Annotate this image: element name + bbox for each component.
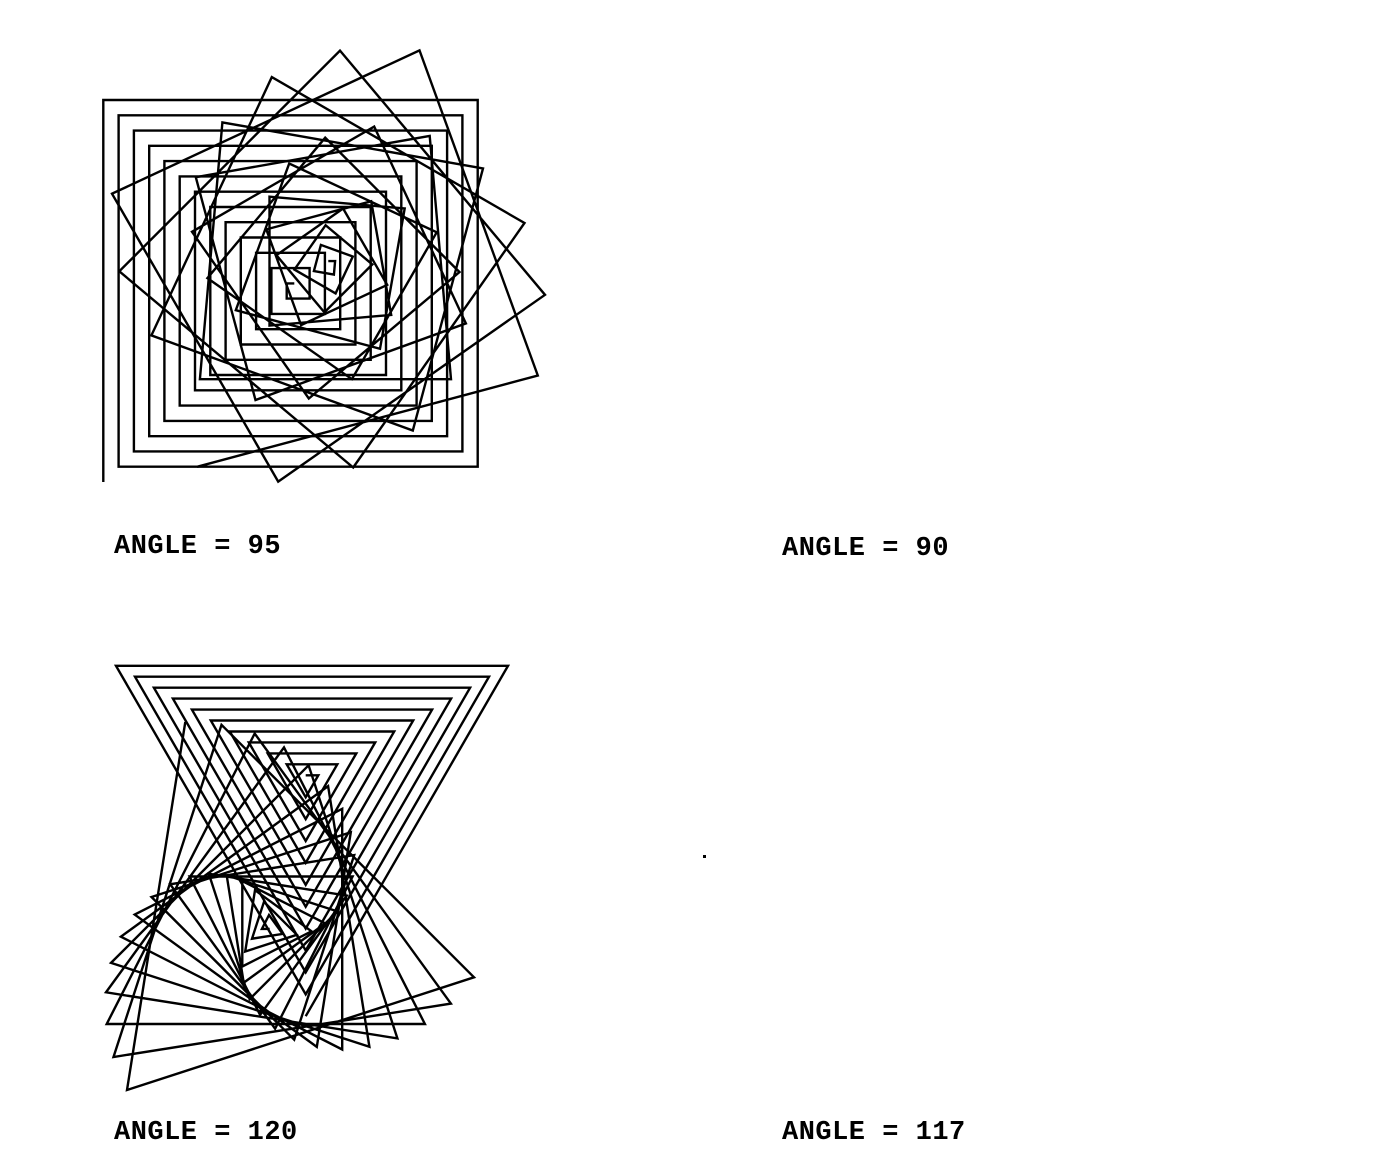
figure-caption-angle-117: ANGLE = 117: [782, 1118, 966, 1148]
spiral-path-angle-90: [102, 98, 479, 482]
figure-caption-angle-95: ANGLE = 95: [114, 532, 282, 562]
spiral-path-angle-95: [110, 48, 547, 484]
spiral-drawing-angle-117: [103, 721, 477, 1092]
figure-caption-angle-120: ANGLE = 120: [114, 1118, 298, 1148]
spiral-figure-angle-95: ANGLE = 95: [0, 0, 692, 588]
figure-caption-angle-90: ANGLE = 90: [782, 534, 950, 564]
spiral-path-angle-117: [103, 721, 477, 1092]
spiral-drawing-angle-90: [102, 98, 479, 482]
spiral-figure-angle-117: ANGLE = 117: [103, 588, 1384, 1176]
speck: [703, 855, 706, 858]
spiral-figure-angle-90: ANGLE = 90: [102, 0, 1384, 588]
spiral-drawing-angle-95: [110, 48, 547, 484]
